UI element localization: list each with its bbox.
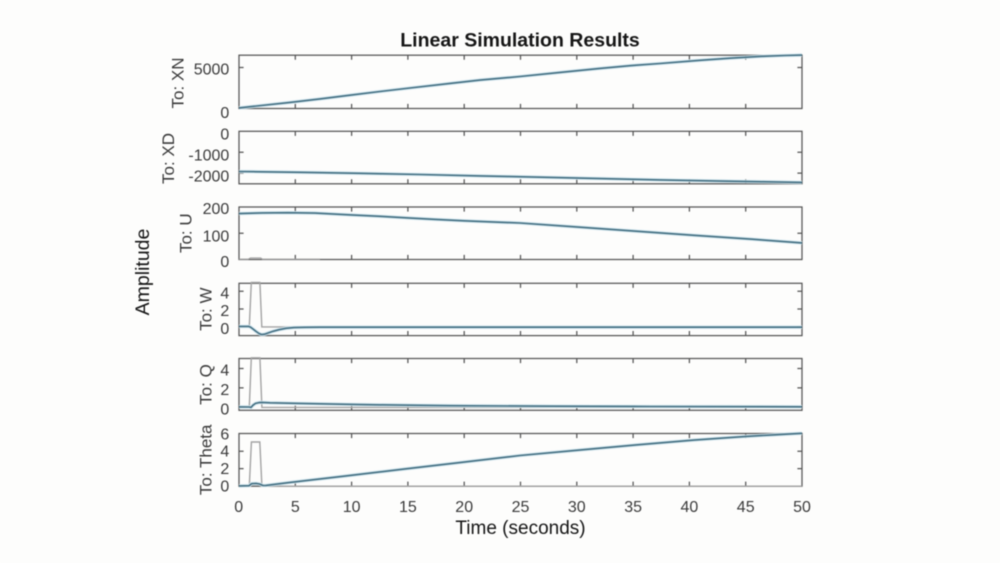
svg-text:2: 2 bbox=[220, 382, 229, 399]
svg-text:0: 0 bbox=[220, 127, 229, 144]
svg-text:4: 4 bbox=[220, 444, 229, 461]
svg-text:Time (seconds): Time (seconds) bbox=[455, 518, 585, 539]
svg-text:To: Theta: To: Theta bbox=[197, 424, 216, 495]
svg-text:To: W: To: W bbox=[197, 287, 216, 330]
svg-text:Amplitude: Amplitude bbox=[132, 229, 154, 316]
svg-text:30: 30 bbox=[568, 499, 586, 516]
svg-text:0: 0 bbox=[220, 254, 229, 271]
svg-text:45: 45 bbox=[737, 499, 755, 516]
svg-text:To: U: To: U bbox=[177, 213, 196, 253]
svg-text:15: 15 bbox=[399, 499, 417, 516]
svg-text:0: 0 bbox=[220, 321, 229, 338]
svg-text:2: 2 bbox=[220, 461, 229, 478]
svg-text:4: 4 bbox=[220, 285, 229, 302]
svg-text:200: 200 bbox=[203, 201, 230, 218]
svg-text:To: Q: To: Q bbox=[197, 364, 216, 405]
svg-text:10: 10 bbox=[343, 499, 361, 516]
svg-text:35: 35 bbox=[624, 499, 642, 516]
svg-text:20: 20 bbox=[455, 499, 473, 516]
svg-text:0: 0 bbox=[234, 499, 243, 516]
svg-text:6: 6 bbox=[220, 427, 229, 444]
svg-text:2: 2 bbox=[220, 303, 229, 320]
svg-text:25: 25 bbox=[512, 499, 530, 516]
svg-text:To: XD: To: XD bbox=[159, 133, 178, 184]
svg-text:0: 0 bbox=[220, 105, 229, 122]
svg-text:-1000: -1000 bbox=[188, 148, 229, 165]
svg-text:0: 0 bbox=[220, 479, 229, 496]
svg-text:100: 100 bbox=[203, 229, 230, 246]
svg-text:To: XN: To: XN bbox=[169, 57, 188, 108]
svg-text:Linear Simulation Results: Linear Simulation Results bbox=[400, 30, 640, 52]
svg-text:50: 50 bbox=[793, 499, 811, 516]
svg-text:0: 0 bbox=[220, 401, 229, 418]
svg-text:5: 5 bbox=[291, 499, 300, 516]
svg-text:4: 4 bbox=[220, 363, 229, 380]
svg-text:5000: 5000 bbox=[194, 62, 230, 79]
svg-text:40: 40 bbox=[681, 499, 699, 516]
svg-text:-2000: -2000 bbox=[188, 169, 229, 186]
